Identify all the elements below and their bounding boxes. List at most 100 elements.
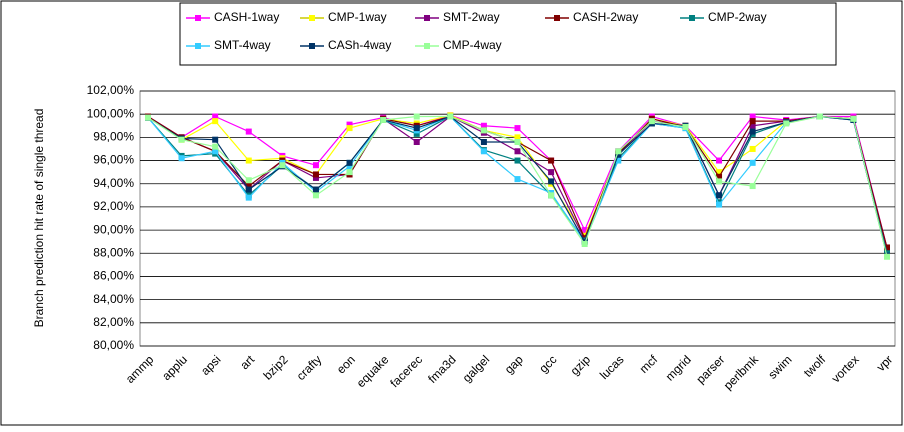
data-point — [615, 151, 622, 158]
data-point — [548, 157, 555, 164]
data-point — [548, 178, 555, 185]
data-point — [212, 143, 219, 150]
data-point — [178, 155, 185, 162]
data-point — [245, 186, 252, 193]
legend-box — [179, 2, 837, 66]
data-point — [212, 136, 219, 143]
data-point — [816, 113, 823, 120]
data-point — [884, 244, 890, 251]
legend-swatch — [554, 15, 560, 21]
data-point — [346, 169, 353, 176]
legend-label: SMT-4way — [214, 38, 271, 52]
legend-label: CMP-4way — [443, 38, 502, 52]
data-point — [884, 253, 890, 260]
data-point — [514, 125, 521, 132]
y-tick-label: 92,00% — [93, 199, 134, 213]
y-tick-label: 102,00% — [87, 83, 135, 97]
data-point — [514, 139, 521, 145]
legend-swatch — [309, 15, 315, 21]
data-point — [480, 139, 487, 145]
legend-swatch — [309, 43, 315, 49]
legend-label: CMP-1way — [328, 10, 387, 24]
data-point — [447, 113, 454, 120]
data-point — [749, 118, 756, 125]
legend-swatch — [424, 15, 430, 21]
legend-swatch — [689, 15, 695, 21]
data-point — [615, 157, 622, 164]
data-point — [346, 121, 353, 128]
data-point — [346, 163, 353, 170]
data-point — [145, 114, 151, 121]
data-point — [346, 159, 353, 166]
data-point — [716, 178, 723, 185]
data-point — [850, 115, 857, 122]
data-point — [413, 139, 420, 145]
data-point — [648, 118, 655, 125]
legend-label: CASH-1way — [214, 10, 279, 24]
legend-label: CASH-2way — [573, 10, 638, 24]
data-point — [716, 192, 723, 199]
data-point — [212, 148, 219, 155]
data-point — [749, 113, 756, 120]
data-point — [413, 130, 420, 137]
data-point — [716, 157, 723, 164]
data-point — [716, 173, 723, 180]
y-tick-label: 94,00% — [93, 176, 134, 190]
data-point — [783, 120, 790, 127]
y-tick-label: 90,00% — [93, 222, 134, 236]
data-point — [682, 123, 689, 130]
data-point — [716, 201, 723, 208]
data-point — [245, 194, 252, 201]
data-point — [312, 174, 319, 181]
legend-swatch — [195, 15, 201, 21]
data-point — [548, 192, 555, 199]
y-tick-label: 96,00% — [93, 153, 134, 167]
legend-label: CMP-2way — [708, 10, 767, 24]
data-point — [514, 157, 521, 164]
y-tick-label: 88,00% — [93, 245, 134, 259]
y-axis-title: Branch prediction hit rate of single thr… — [32, 109, 46, 328]
y-tick-label: 84,00% — [93, 292, 134, 306]
legend-label: CASh-4way — [328, 38, 391, 52]
data-point — [615, 148, 622, 155]
data-point — [212, 118, 219, 125]
data-point — [749, 122, 756, 129]
data-point — [178, 136, 185, 143]
legend-swatch — [424, 43, 430, 49]
data-point — [312, 162, 319, 169]
data-point — [312, 171, 319, 178]
data-point — [749, 145, 756, 152]
data-point — [413, 113, 420, 120]
y-tick-label: 98,00% — [93, 130, 134, 144]
data-point — [581, 241, 588, 247]
data-point — [312, 192, 319, 199]
data-point — [480, 148, 487, 155]
data-point — [480, 127, 487, 134]
data-point — [514, 148, 521, 155]
data-point — [212, 113, 219, 120]
legend-label: SMT-2way — [443, 10, 500, 24]
data-point — [279, 162, 286, 169]
data-point — [245, 157, 252, 164]
data-point — [380, 116, 387, 123]
y-tick-label: 100,00% — [87, 106, 135, 120]
data-point — [245, 177, 252, 184]
y-tick-label: 82,00% — [93, 315, 134, 329]
data-point — [581, 227, 588, 234]
y-tick-label: 80,00% — [93, 338, 134, 352]
legend-swatch — [195, 43, 201, 49]
data-point — [514, 176, 521, 183]
data-point — [716, 169, 723, 176]
data-point — [245, 183, 252, 190]
data-point — [749, 128, 756, 135]
data-point — [514, 134, 521, 141]
data-point — [480, 122, 487, 129]
data-point — [245, 128, 252, 135]
data-point — [548, 169, 555, 176]
data-point — [312, 186, 319, 193]
data-point — [749, 183, 756, 190]
data-point — [749, 159, 756, 166]
y-tick-label: 86,00% — [93, 269, 134, 283]
data-point — [413, 125, 420, 132]
